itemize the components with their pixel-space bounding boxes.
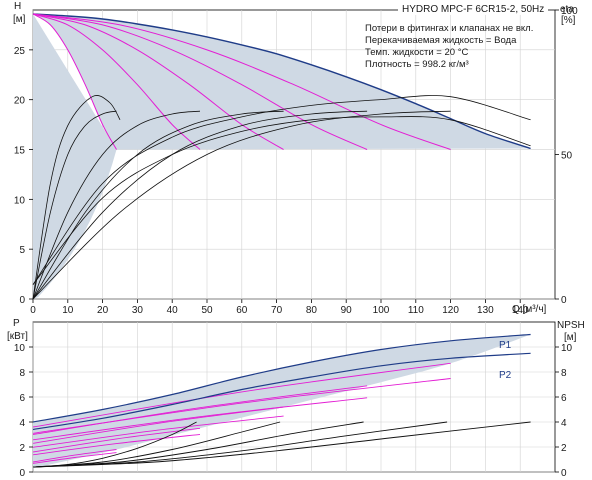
p1-series-label: P1: [499, 340, 512, 351]
power-series-line-p1: [32, 333, 531, 423]
efficiency-curve: [32, 116, 531, 285]
flow-axis-ticks: 0 10 20 30 40 50 60 70 80 90 100 110 120 130 140: [30, 305, 529, 316]
npsh-axis-label: NPSH: [557, 320, 585, 331]
power-tick-label: 4: [19, 418, 25, 429]
head-tick-label: 5: [19, 245, 25, 256]
head-tick-label: 25: [14, 46, 26, 57]
flow-tick-label: 40: [167, 305, 179, 316]
reduced-speed-head-curve: [32, 13, 117, 150]
reduced-speed-power-curve: [32, 378, 451, 434]
reduced-speed-power-curve: [32, 362, 451, 428]
head-axis-label: H: [14, 1, 21, 12]
flow-axis-label: Q [м³/ч]: [512, 304, 547, 315]
efficiency-curve: [32, 110, 117, 300]
npsh-tick-label: 8: [561, 368, 567, 379]
operating-range-area: [33, 14, 531, 150]
efficiency-curve: [32, 110, 201, 300]
low-flow-area: [33, 14, 117, 299]
efficiency-curve: [32, 95, 121, 300]
flow-tick-label: 90: [341, 305, 353, 316]
power-tick-label: 8: [19, 368, 25, 379]
reduced-speed-head-curve: [32, 13, 201, 150]
flow-tick-label: 10: [62, 305, 74, 316]
reduced-speed-power-curve: [32, 415, 284, 448]
head-tick-label: 15: [14, 146, 26, 157]
efficiency-tick-label: 0: [561, 295, 567, 306]
head-tick-label: 0: [19, 295, 25, 306]
power-tick-label: 6: [19, 393, 25, 404]
efficiency-tick-label: 50: [561, 151, 573, 162]
head-area-fill: [33, 14, 531, 299]
npsh-tick-label: 4: [561, 418, 567, 429]
flow-tick-label: 100: [373, 305, 390, 316]
power-area-fill: [33, 334, 531, 469]
reduced-speed-power-curve: [32, 397, 368, 441]
power-axis-label: P: [13, 318, 20, 329]
efficiency-curves: [32, 95, 531, 300]
efficiency-curve: [32, 110, 451, 300]
reduced-speed-power-curve: [32, 433, 201, 456]
head-curves: [32, 13, 531, 150]
reduced-speed-head-curve: [32, 13, 284, 150]
power-tick-label: 2: [19, 443, 25, 454]
power-npsh-chart: 0 2 4 6 8 10 0 2 4 6 8 10 P [кВт] NPSH [м] P1 P2: [7, 318, 585, 479]
head-tick-label: 10: [14, 195, 26, 206]
head-axis-unit: [м]: [13, 14, 26, 25]
flow-tick-label: 140: [512, 305, 529, 316]
flow-tick-label: 20: [97, 305, 109, 316]
power-tick-label: 10: [14, 343, 26, 354]
npsh-tick-label: 2: [561, 443, 567, 454]
power-axis-ticks: 0 2 4 6 8 10: [14, 343, 26, 479]
flow-tick-label: 50: [201, 305, 213, 316]
efficiency-curve: [32, 95, 531, 285]
max-speed-head-curve: [32, 13, 531, 150]
flow-tick-label: 80: [306, 305, 318, 316]
note-fittings: Потери в фитингах и клапанах не вкл.: [365, 23, 533, 34]
efficiency-axis-label: eta: [560, 4, 574, 15]
power-series-line-p2: [32, 352, 531, 431]
flow-tick-label: 30: [132, 305, 144, 316]
head-tick-label: 20: [14, 96, 26, 107]
npsh-curve: [32, 421, 281, 468]
power-tick-label: 0: [19, 468, 25, 479]
flow-tick-label: 0: [30, 305, 36, 316]
flow-tick-label: 70: [271, 305, 283, 316]
efficiency-axis-ticks: 0 50 100: [555, 6, 578, 306]
efficiency-tick-label: 100: [561, 6, 578, 17]
reduced-speed-power-curve: [32, 452, 117, 464]
flow-tick-label: 130: [477, 305, 494, 316]
title-box: [398, 2, 548, 15]
head-efficiency-chart: 0 10 20 30 40 50 60 70 80 90 100 110 120 130 140 0 5 10 1…: [13, 1, 578, 316]
npsh-curve: [32, 421, 531, 468]
flow-tick-label: 60: [236, 305, 248, 316]
flow-tick-label: 110: [408, 305, 424, 316]
note-temperature: Темп. жидкости = 20 °C: [365, 47, 468, 58]
efficiency-axis-unit: [%]: [561, 15, 576, 26]
power-operating-area: [33, 334, 531, 469]
head-axis-ticks: 0 5 10 15 20 25: [14, 46, 26, 306]
efficiency-curve: [32, 110, 368, 300]
note-density: Плотность = 998.2 кг/м³: [365, 59, 469, 70]
reduced-speed-power-curve: [32, 449, 117, 463]
npsh-tick-label: 6: [561, 393, 567, 404]
npsh-axis-unit: [м]: [564, 332, 577, 343]
chart-title: HYDRO MPC-F 6CR15-2, 50Hz: [402, 4, 544, 15]
npsh-axis-ticks: 0 2 4 6 8 10: [555, 343, 573, 479]
flow-tick-label: 120: [442, 305, 459, 316]
reduced-speed-power-curve: [32, 385, 368, 435]
reduced-speed-head-curve: [32, 13, 451, 150]
reduced-speed-head-curve: [32, 13, 368, 150]
npsh-tick-label: 0: [561, 468, 567, 479]
power-axis-unit: [кВт]: [7, 331, 28, 342]
npsh-tick-label: 10: [561, 343, 573, 354]
note-liquid: Перекачиваемая жидкость = Вода: [365, 35, 517, 46]
p2-series-label: P2: [499, 370, 512, 381]
npsh-curves: [32, 421, 531, 468]
